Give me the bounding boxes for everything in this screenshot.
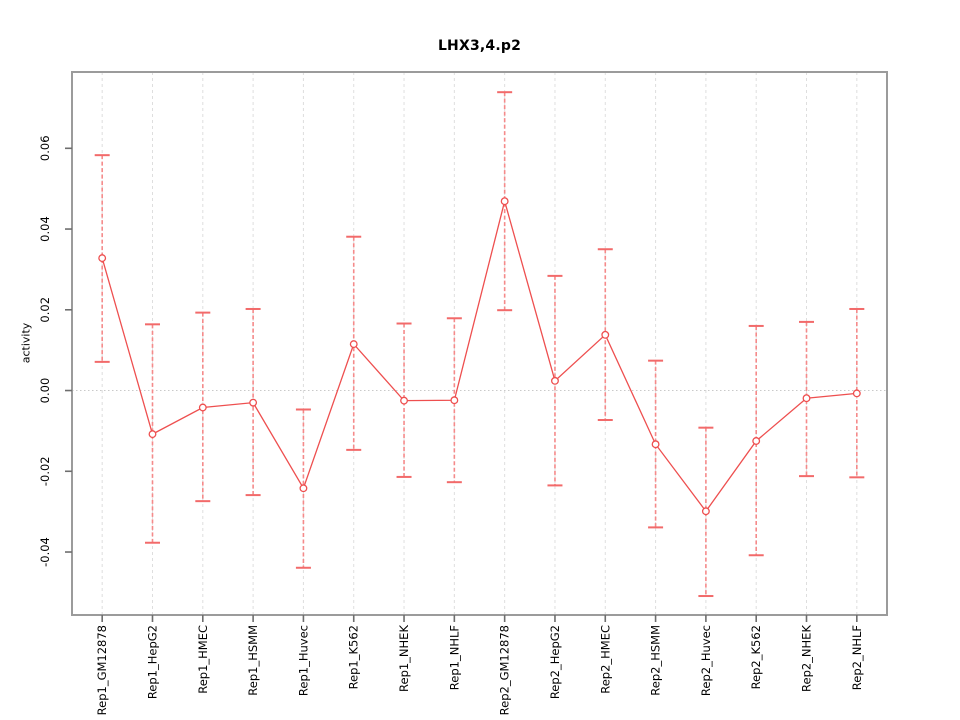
- x-tick-label: Rep1_HepG2: [145, 625, 159, 699]
- y-tick-label: 0.06: [38, 135, 52, 161]
- plot-box: [71, 71, 888, 616]
- data-point: [98, 254, 107, 263]
- data-point: [601, 330, 610, 339]
- x-tick-label: Rep1_Huvec: [296, 625, 310, 696]
- x-tick-label: Rep1_NHEK: [397, 625, 411, 692]
- data-point: [198, 403, 207, 412]
- data-point: [651, 440, 660, 449]
- data-point: [450, 396, 459, 405]
- x-tick-label: Rep2_HMEC: [598, 625, 612, 694]
- y-tick-label: 0.00: [38, 378, 52, 404]
- data-point: [148, 430, 157, 439]
- data-point: [551, 376, 559, 385]
- x-tick-label: Rep2_K562: [749, 625, 763, 689]
- x-tick-label: Rep2_GM12878: [498, 625, 512, 715]
- x-tick-label: Rep2_HepG2: [548, 625, 562, 699]
- x-tick-label: Rep1_HSMM: [246, 625, 260, 696]
- chart-title: LHX3,4.p2: [437, 38, 522, 54]
- y-tick-label: -0.04: [38, 537, 52, 567]
- data-point: [500, 197, 509, 206]
- x-tick-label: Rep1_K562: [347, 625, 361, 689]
- series-line: [101, 198, 857, 513]
- x-tick-label: Rep1_GM12878: [95, 625, 109, 715]
- data-point: [852, 389, 861, 398]
- data-point: [299, 484, 308, 493]
- y-tick-label: 0.04: [38, 216, 52, 242]
- data-point: [752, 437, 761, 445]
- x-tick-label: Rep2_Huvec: [699, 625, 713, 696]
- x-tick-label: Rep1_HMEC: [196, 625, 210, 694]
- data-point: [400, 396, 408, 405]
- x-tick-label: Rep2_HSMM: [649, 625, 663, 696]
- data-point: [249, 398, 258, 407]
- data-point: [349, 340, 358, 349]
- y-tick-label: -0.02: [38, 456, 52, 486]
- x-tick-label: Rep2_NHLF: [850, 625, 864, 690]
- y-tick-label: 0.02: [38, 297, 52, 323]
- data-point: [701, 507, 710, 516]
- x-tick-label: Rep2_NHEK: [800, 625, 814, 692]
- data-point: [802, 394, 811, 403]
- y-axis-title: activity: [19, 322, 33, 364]
- x-tick-label: Rep1_NHLF: [447, 625, 461, 690]
